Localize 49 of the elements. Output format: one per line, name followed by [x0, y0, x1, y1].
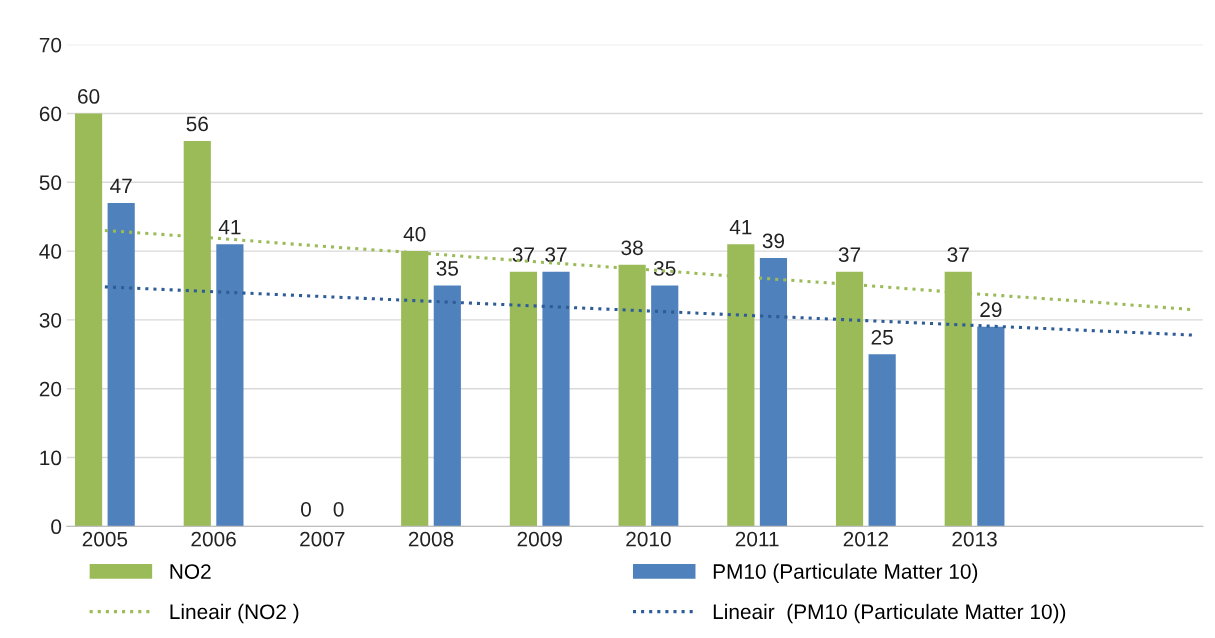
bar — [977, 326, 1005, 527]
data-label: 41 — [729, 220, 752, 235]
data-label: 60 — [78, 89, 100, 104]
data-label: 37 — [545, 247, 567, 263]
y-tick-label: 70 — [39, 37, 62, 53]
bar — [759, 257, 788, 527]
legend-label: Lineair (PM10 (Particulate Matter 10)) — [713, 603, 1066, 624]
bar — [107, 202, 135, 527]
x-tick-label: 2005 — [82, 531, 128, 547]
x-tick-label: 2009 — [517, 531, 562, 547]
data-label: 35 — [653, 261, 676, 276]
bar — [433, 285, 461, 527]
data-label: 40 — [403, 226, 426, 242]
data-label: 25 — [871, 329, 893, 345]
x-tick-label: 2013 — [952, 531, 997, 547]
data-label: 35 — [436, 261, 459, 276]
y-tick-label: 0 — [51, 519, 62, 535]
bar — [542, 271, 570, 527]
bar — [216, 244, 244, 527]
data-label: 29 — [980, 302, 1002, 318]
data-label: 37 — [512, 247, 534, 263]
data-label: 47 — [110, 178, 132, 194]
legend-label: NO2 — [170, 564, 211, 579]
bar — [74, 113, 103, 527]
x-tick-label: 2006 — [191, 531, 236, 547]
bar — [651, 285, 679, 527]
x-tick-label: 2010 — [626, 531, 671, 547]
x-tick-label: 2011 — [735, 531, 779, 547]
data-label: 41 — [218, 220, 241, 235]
data-label: 37 — [838, 247, 861, 263]
data-label: 39 — [762, 233, 785, 249]
legend-label: PM10 (Particulate Matter 10) — [713, 563, 978, 583]
x-tick-label: 2007 — [300, 531, 345, 547]
data-label: 56 — [186, 116, 208, 132]
y-tick-label: 40 — [39, 244, 62, 259]
legend-label: Lineair (NO2 ) — [170, 603, 299, 624]
y-tick-label: 20 — [39, 381, 62, 397]
data-label: 0 — [301, 501, 311, 517]
y-tick-label: 60 — [39, 106, 62, 122]
y-tick-label: 50 — [39, 175, 62, 191]
data-label: 0 — [333, 501, 344, 517]
x-tick-label: 2012 — [843, 531, 888, 547]
data-label: 38 — [621, 240, 643, 256]
bar — [509, 271, 537, 527]
y-tick-label: 30 — [39, 312, 62, 328]
data-label: 37 — [947, 247, 969, 263]
y-tick-label: 10 — [40, 450, 62, 466]
bar — [868, 354, 896, 527]
x-tick-label: 2008 — [408, 531, 454, 547]
